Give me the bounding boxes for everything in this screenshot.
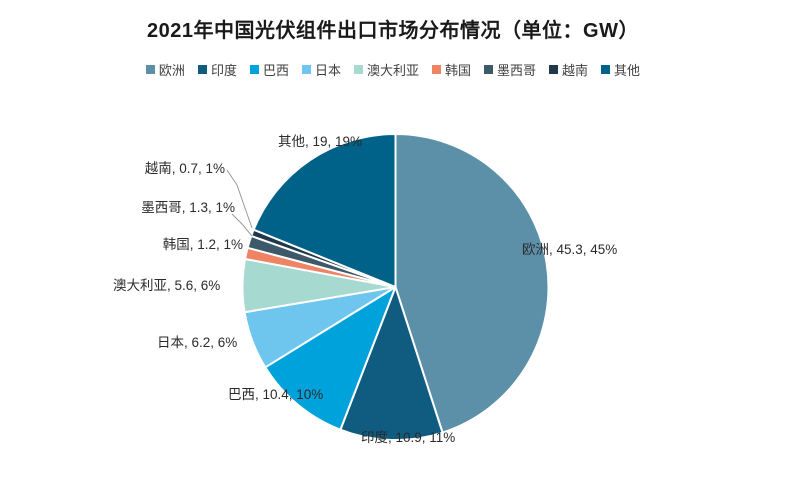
legend-label: 印度: [210, 63, 237, 78]
slice-label-4: 澳大利亚, 5.6, 6%: [113, 278, 220, 293]
legend-item-8: 其他: [601, 60, 640, 79]
slice-label-7: 越南, 0.7, 1%: [145, 161, 225, 176]
legend-swatch-icon: [197, 65, 207, 74]
slice-label-8: 其他, 19, 19%: [278, 134, 362, 149]
chart-title: 2021年中国光伏组件出口市场分布情况（单位：GW）: [147, 20, 639, 42]
legend-swatch-icon: [549, 65, 559, 74]
slice-label-1: 印度, 10.9, 11%: [361, 430, 455, 445]
legend-label: 韩国: [445, 63, 472, 78]
legend-swatch-icon: [353, 65, 363, 74]
legend-item-4: 澳大利亚: [353, 60, 419, 79]
pie-slice-1: [339, 286, 444, 441]
legend-item-5: 韩国: [432, 60, 471, 79]
legend-swatch-icon: [601, 65, 611, 74]
legend: 欧洲 印度 巴西 日本 澳大利亚 韩国 墨西哥 越南 其他: [0, 60, 786, 79]
legend-label: 欧洲: [158, 63, 185, 78]
pie-slice-8: [252, 133, 397, 288]
slice-label-0: 欧洲, 45.3, 45%: [522, 242, 617, 257]
slice-label-5: 韩国, 1.2, 1%: [163, 237, 243, 252]
legend-label: 日本: [314, 63, 341, 78]
legend-swatch-icon: [301, 65, 311, 74]
legend-item-6: 墨西哥: [484, 60, 536, 79]
slice-label-6: 墨西哥, 1.3, 1%: [141, 200, 235, 215]
pie-slice-2: [264, 286, 397, 431]
slice-label-2: 巴西, 10.4, 10%: [228, 387, 323, 402]
slice-label-3: 日本, 6.2, 6%: [157, 335, 237, 350]
legend-swatch-icon: [484, 65, 494, 74]
leader-line-6: [231, 213, 253, 237]
legend-label: 越南: [562, 63, 589, 78]
leader-line-7: [226, 169, 253, 229]
legend-item-2: 巴西: [249, 60, 289, 79]
legend-item-7: 越南: [549, 60, 588, 79]
legend-label: 墨西哥: [497, 63, 537, 78]
legend-swatch-icon: [145, 65, 155, 74]
legend-label: 巴西: [262, 63, 289, 78]
legend-item-1: 印度: [197, 60, 237, 79]
legend-item-3: 日本: [301, 60, 341, 79]
legend-swatch-icon: [432, 65, 441, 74]
legend-label: 其他: [614, 63, 641, 78]
legend-swatch-icon: [249, 65, 259, 74]
pie-slice-0: [394, 133, 550, 434]
legend-item-0: 欧洲: [145, 60, 185, 79]
legend-label: 澳大利亚: [366, 63, 419, 78]
